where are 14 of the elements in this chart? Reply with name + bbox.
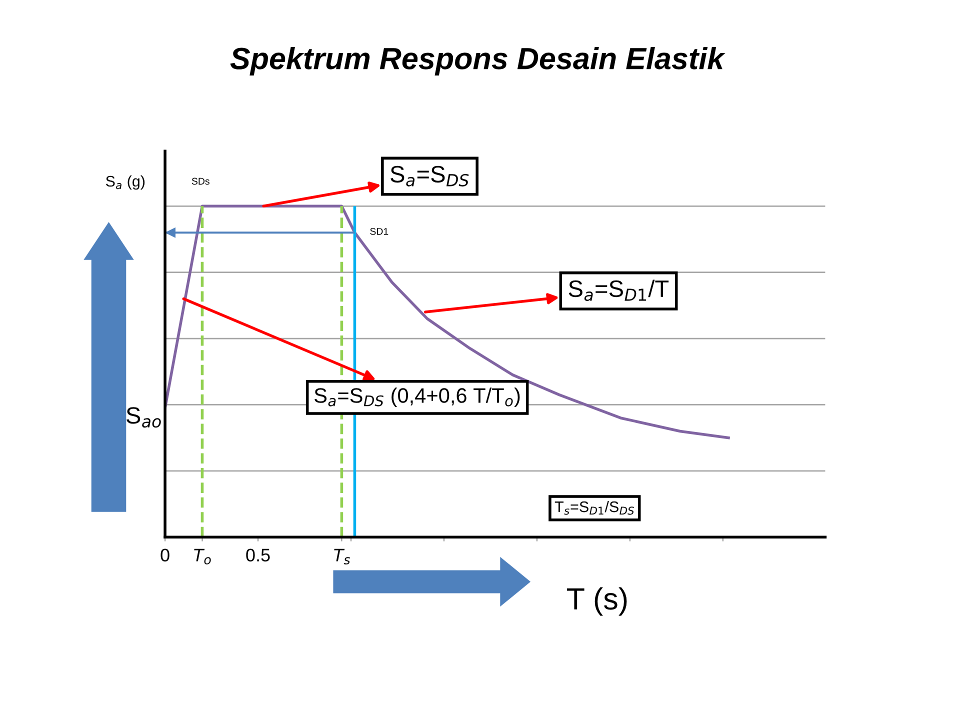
annotation: T$_{s}$=S$_{D1}$/S$_{DS}$ bbox=[554, 500, 634, 515]
chart-title: Spektrum Respons Desain Elastik bbox=[230, 46, 726, 76]
x-axis-title: T (s) bbox=[567, 587, 627, 616]
y-axis-title: S$_{a}$ (g) bbox=[106, 175, 145, 190]
x-tick-label: T$_{o}$ bbox=[194, 548, 211, 564]
annotation: S$_{a}$=S$_{D1}$/T bbox=[568, 280, 669, 301]
annotation: SD1 bbox=[370, 228, 388, 235]
x-tick-label: 0.5 bbox=[246, 548, 270, 562]
annotation: SDs bbox=[192, 178, 210, 185]
x-tick-label: T$_{s}$ bbox=[334, 548, 350, 564]
annotation: S$_{a}$=S$_{DS}$ bbox=[390, 166, 469, 186]
annotation: S$_{a}$=S$_{DS}$ (0,4+0,6 T/T$_{o}$) bbox=[314, 388, 520, 408]
annotation: S$_{ao}$ bbox=[126, 407, 161, 428]
x-tick-label: 0 bbox=[160, 548, 170, 562]
